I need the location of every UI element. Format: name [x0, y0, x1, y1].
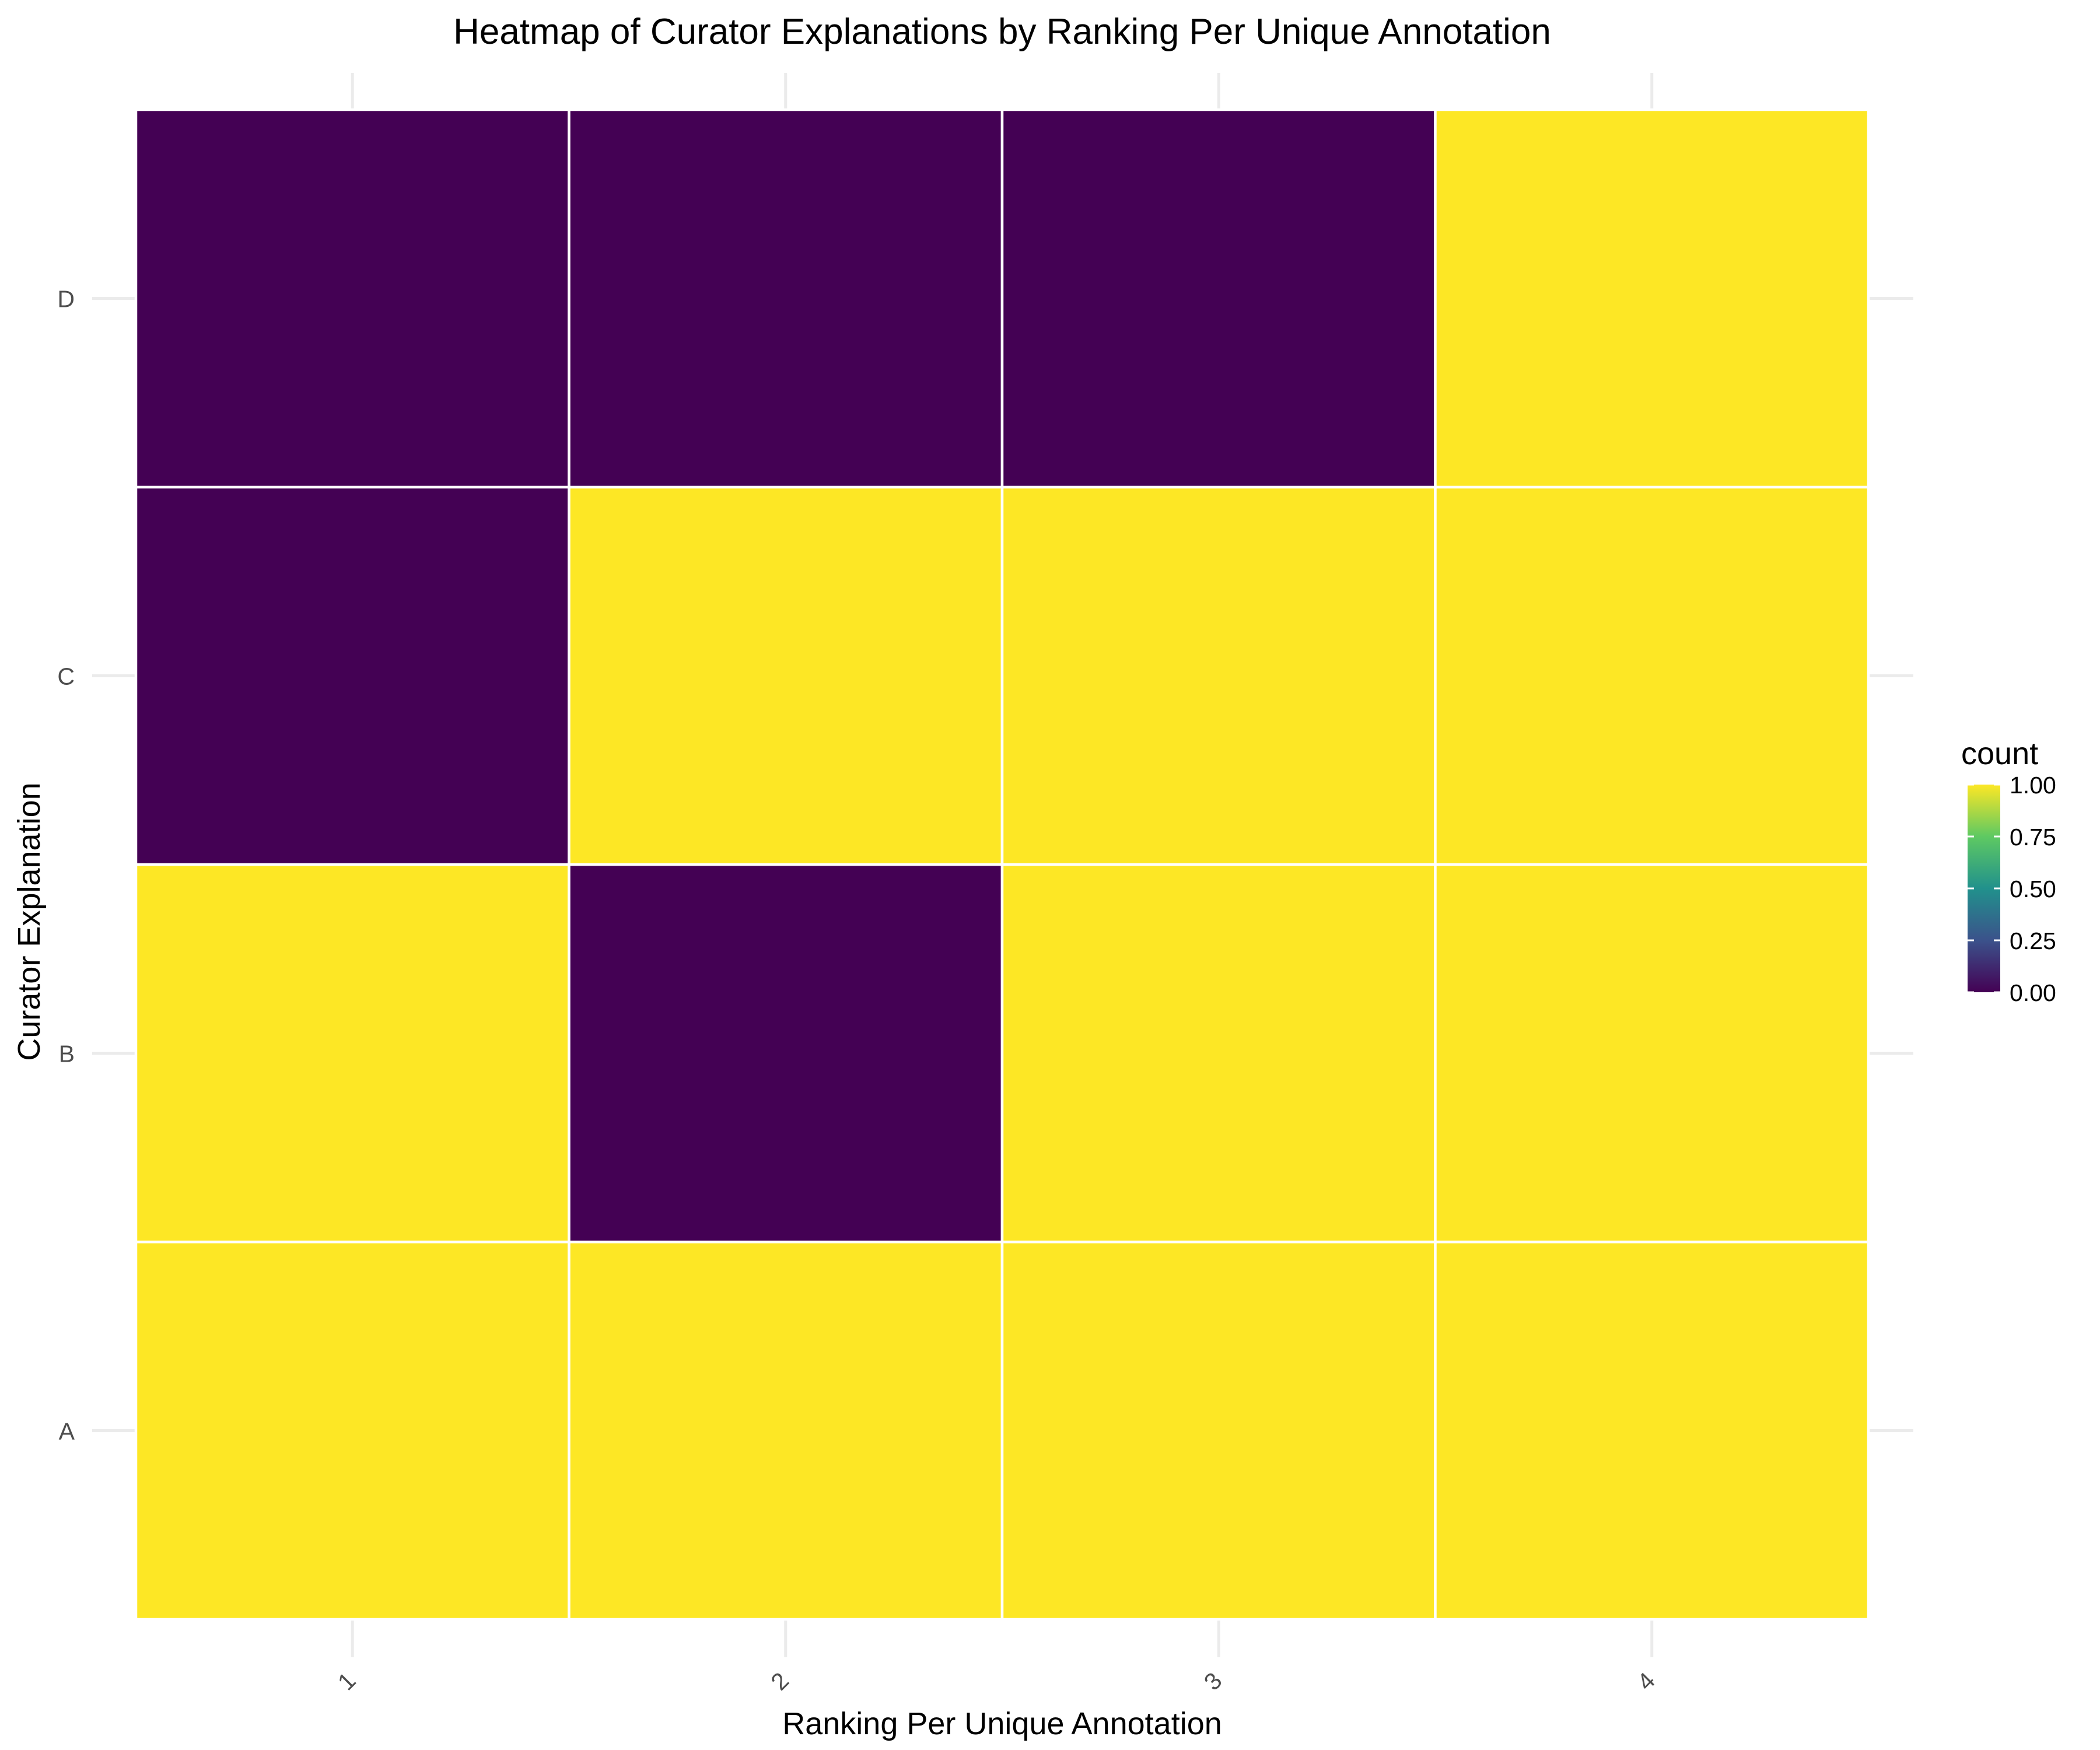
heatmap-cell-c-1 [134, 485, 570, 866]
legend-tick-label-0-25: 0.25 [2010, 928, 2056, 954]
legend-tick-label-0-50: 0.50 [2010, 876, 2056, 902]
heatmap-cell-d-4 [1434, 108, 1870, 489]
x-tick-label-1: 1 [332, 1667, 361, 1696]
x-axis-ticks: 1 2 3 4 [332, 1667, 1660, 1696]
heatmap-tiles [134, 108, 1870, 1621]
heatmap-cell-a-4 [1434, 1240, 1870, 1621]
legend-tick-label-0-00: 0.00 [2010, 979, 2056, 1006]
legend-title: count [1961, 736, 2038, 771]
legend-tick-label-1-00: 1.00 [2010, 772, 2056, 799]
heatmap-cell-c-4 [1434, 485, 1870, 866]
heatmap-cell-b-4 [1434, 863, 1870, 1244]
y-tick-label-c: C [57, 663, 75, 690]
x-tick-label-4: 4 [1632, 1667, 1661, 1696]
heatmap-cell-b-1 [134, 863, 570, 1244]
heatmap-cell-b-2 [568, 863, 1004, 1244]
legend-tick-label-0-75: 0.75 [2010, 824, 2056, 850]
y-tick-label-b: B [59, 1041, 75, 1068]
y-axis-label: Curator Explanation [12, 782, 47, 1060]
x-tick-label-2: 2 [766, 1667, 794, 1696]
heatmap-cell-d-2 [568, 108, 1004, 489]
heatmap-cell-b-3 [1000, 863, 1437, 1244]
heatmap-cell-a-1 [134, 1240, 570, 1621]
heatmap-cell-a-2 [568, 1240, 1004, 1621]
y-tick-label-d: D [57, 286, 75, 313]
heatmap-cell-d-3 [1000, 108, 1437, 489]
heatmap-cell-a-3 [1000, 1240, 1437, 1621]
x-tick-label-3: 3 [1199, 1667, 1227, 1696]
heatmap-cell-d-1 [134, 108, 570, 489]
y-axis-ticks: A B C D [57, 286, 75, 1445]
color-legend: count 0.00 0.25 0.50 0.75 1.00 [1961, 736, 2056, 1006]
heatmap-cell-c-3 [1000, 485, 1437, 866]
x-axis-label: Ranking Per Unique Annotation [782, 1706, 1222, 1741]
chart-title: Heatmap of Curator Explanations by Ranki… [453, 12, 1551, 52]
legend-ticks: 0.00 0.25 0.50 0.75 1.00 [1968, 772, 2056, 1006]
heatmap-cell-c-2 [568, 485, 1004, 866]
y-tick-label-a: A [59, 1418, 75, 1445]
